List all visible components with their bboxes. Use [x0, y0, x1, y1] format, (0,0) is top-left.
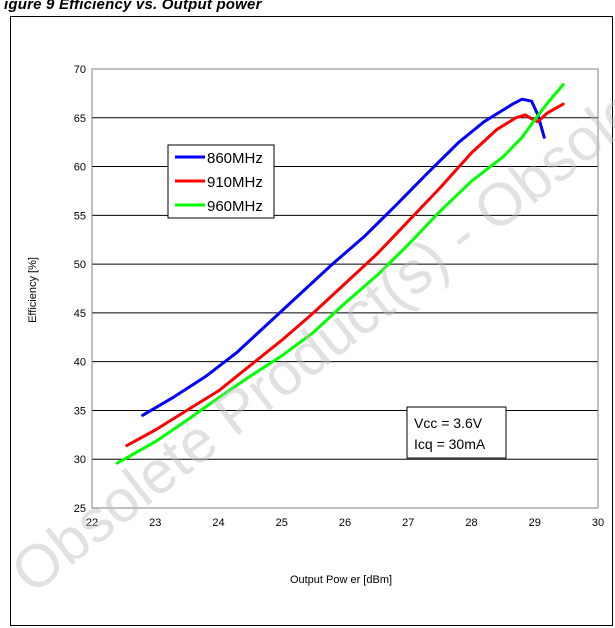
- x-tick-label: 24: [212, 517, 224, 529]
- y-tick-labels: 70 65 60 55 50 45 40 35 30 25: [74, 64, 86, 515]
- legend-label: 960MHz: [207, 198, 263, 215]
- conditions-frame: [406, 406, 507, 459]
- conditions-icq: Icq = 30mA: [414, 436, 486, 452]
- x-tick-label: 25: [276, 517, 288, 529]
- y-tick-label: 50: [74, 259, 86, 271]
- plot-area: [91, 68, 599, 509]
- y-tick-label: 30: [74, 454, 86, 466]
- y-axis-label: Efficiency [%]: [27, 257, 39, 323]
- x-tick-label: 29: [529, 517, 541, 529]
- series-line-860MHz: [141, 97, 546, 417]
- y-tick-label: 40: [74, 357, 86, 369]
- y-tick-label: 45: [74, 308, 86, 320]
- x-tick-label: 23: [149, 517, 161, 529]
- x-tick-label: 30: [592, 517, 604, 529]
- legend-label: 860MHz: [207, 150, 263, 167]
- x-tick-label: 22: [86, 517, 98, 529]
- series-line-960MHz: [115, 83, 565, 465]
- y-tick-label: 65: [74, 113, 86, 125]
- figure-frame: [10, 16, 613, 626]
- x-tick-label: 26: [339, 517, 351, 529]
- y-tick-label: 25: [74, 503, 86, 515]
- x-tick-label: 27: [402, 517, 414, 529]
- x-tick-labels: 22 23 24 25 26 27 28 29 30: [86, 517, 604, 529]
- y-tick-label: 70: [74, 64, 86, 76]
- legend-label: 910MHz: [207, 174, 263, 191]
- conditions-box: Vcc = 3.6V Icq = 30mA: [406, 406, 507, 459]
- series-line-910MHz: [125, 102, 565, 448]
- legend: 860MHz 910MHz 960MHz: [167, 144, 275, 219]
- y-tick-label: 60: [74, 162, 86, 174]
- y-tick-label: 55: [74, 210, 86, 222]
- x-axis-label: Output Pow er [dBm]: [290, 574, 392, 586]
- series-lines: [115, 83, 565, 465]
- x-tick-label: 28: [465, 517, 477, 529]
- figure-caption: igure 9 Efficiency vs. Output power: [4, 0, 262, 13]
- conditions-vcc: Vcc = 3.6V: [414, 415, 483, 431]
- y-tick-label: 35: [74, 405, 86, 417]
